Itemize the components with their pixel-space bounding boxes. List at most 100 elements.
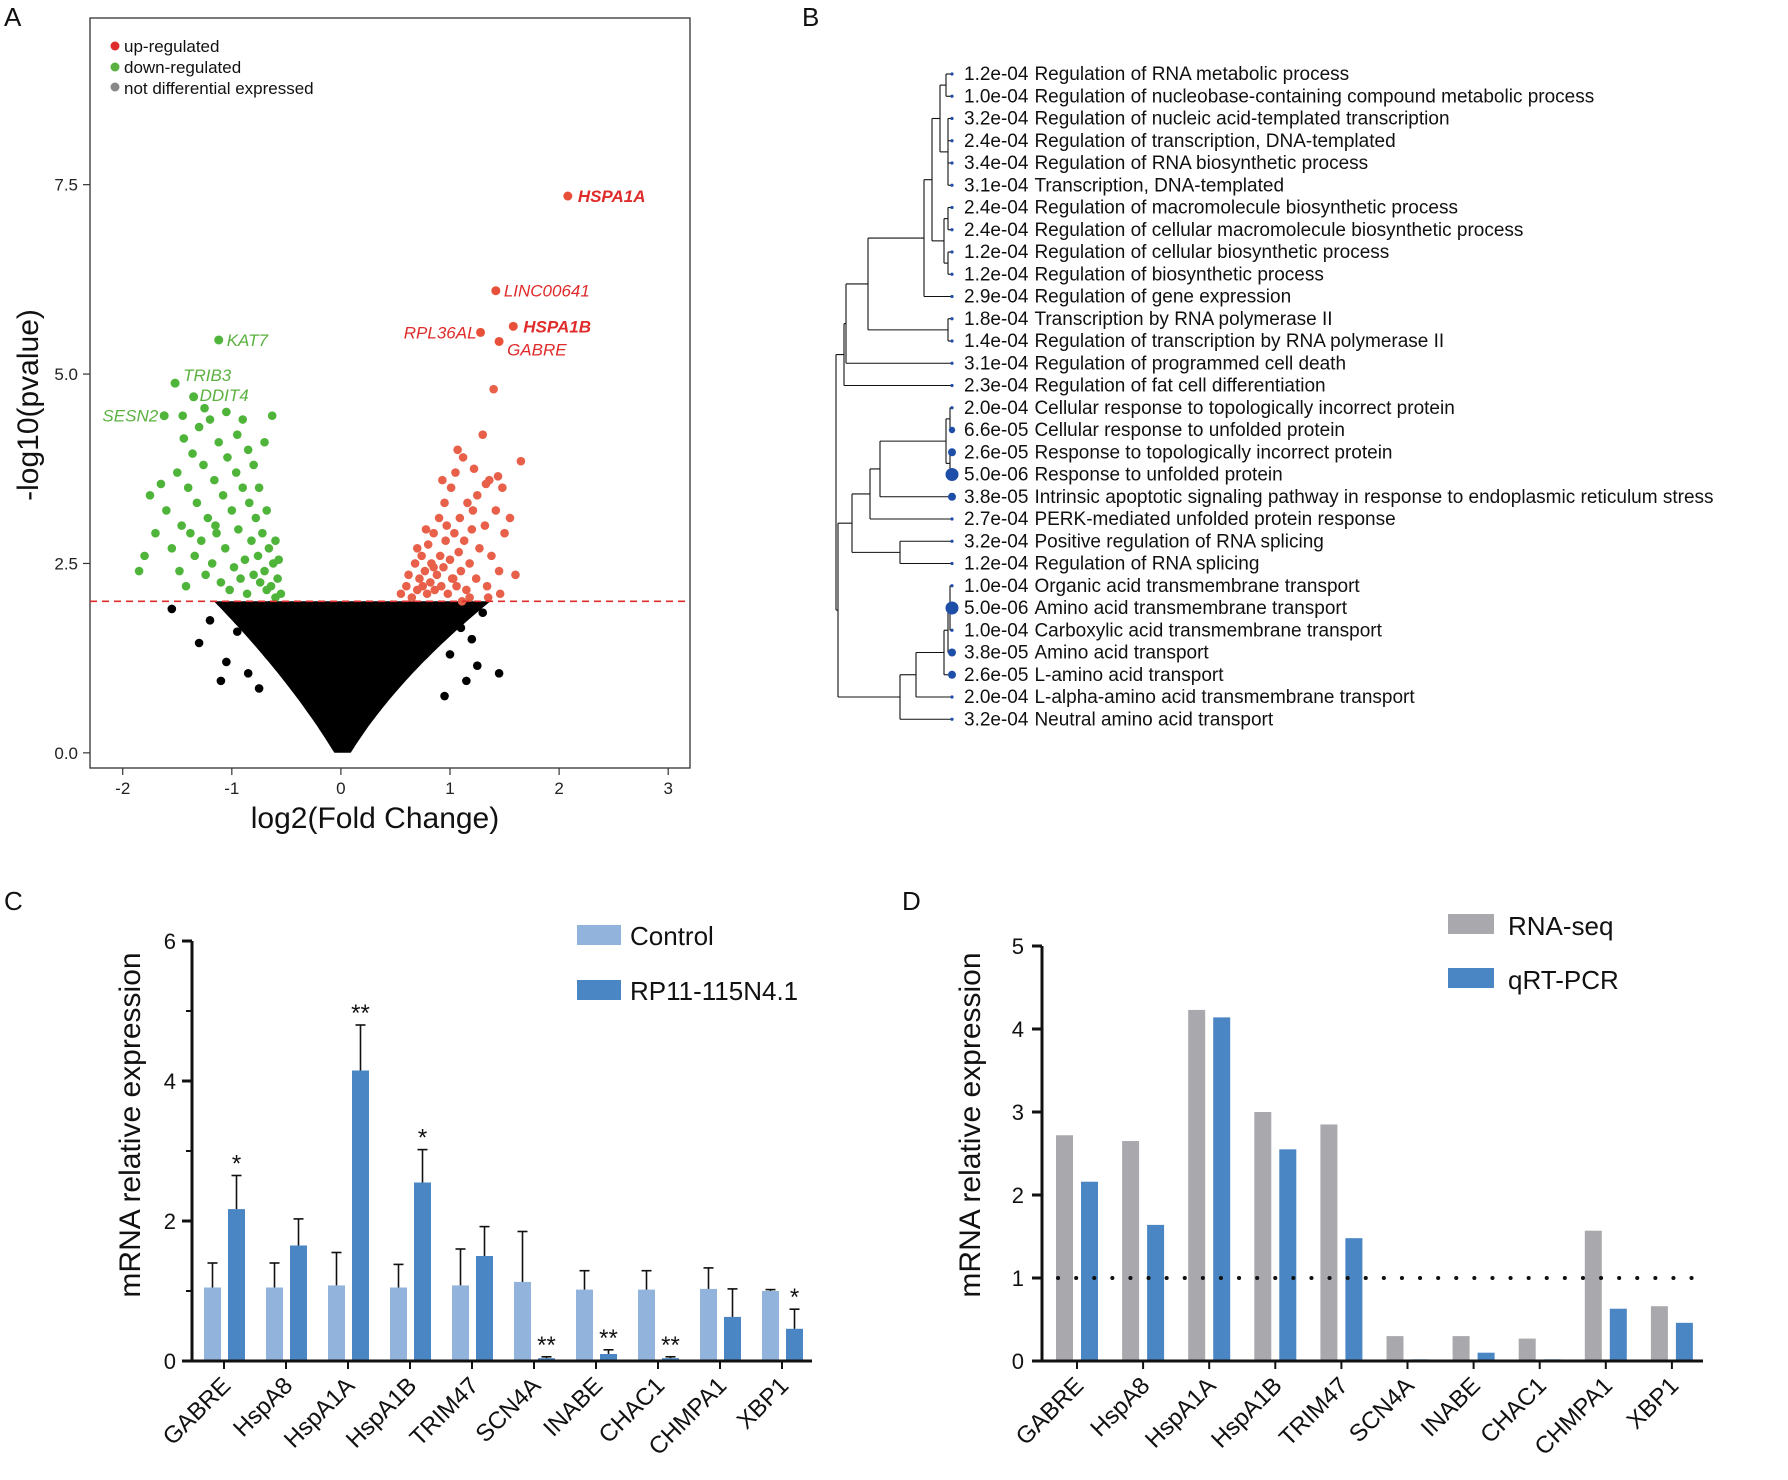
up-regulated-point <box>468 506 478 515</box>
down-regulated-point <box>175 566 184 576</box>
category-label: INABE <box>1416 1372 1486 1442</box>
volcano-axes: -2 -1 0 1 2 3 0.0 2.5 5.0 7.5 <box>54 176 673 798</box>
go-term-dot <box>950 72 954 76</box>
go-term-name: Response to topologically incorrect prot… <box>1034 442 1392 463</box>
up-regulated-point <box>404 570 413 580</box>
down-regulated-point <box>238 415 248 424</box>
legend-up-marker <box>110 41 120 51</box>
labeled-gene-point <box>563 191 573 201</box>
down-regulated-point <box>229 562 239 572</box>
go-term-dot <box>948 648 956 657</box>
go-term-pvalue: 3.1e-04 <box>964 175 1029 196</box>
x-tick-label: 2 <box>554 779 563 798</box>
go-term-name: Transcription, DNA-templated <box>1034 175 1284 196</box>
go-term-row: 1.0e-04 Organic acid transmembrane transp… <box>964 576 1360 597</box>
volcano-y-axis-title: -log10(pvalue) <box>12 309 45 501</box>
comparison-bar <box>1584 1230 1602 1361</box>
go-term-row: 3.2e-04 Neutral amino acid transport <box>964 709 1274 730</box>
up-regulated-point <box>471 574 481 583</box>
down-regulated-point <box>231 468 241 477</box>
go-term-dot <box>950 183 954 187</box>
up-regulated-point <box>439 562 448 572</box>
qpcr-bar <box>352 1070 369 1361</box>
category-label: HspA1A <box>1140 1372 1221 1453</box>
up-regulated-point <box>458 453 468 462</box>
go-term-dot <box>950 717 954 721</box>
go-term-pvalue: 1.0e-04 <box>964 86 1029 107</box>
dendrogram-term-dots <box>945 72 959 721</box>
qpcr-bar <box>452 1285 469 1361</box>
comparison-axes: GABREHspA8HspA1AHspA1BTRIM47SCN4AINABECH… <box>1011 934 1703 1461</box>
down-regulated-point <box>262 585 272 595</box>
labeled-gene-point <box>189 392 199 402</box>
down-regulated-point <box>211 521 220 530</box>
go-term-dot <box>945 468 959 481</box>
go-term-row: 2.4e-04 Regulation of macromolecule biosy… <box>964 198 1458 219</box>
legend-rnaseq: RNA-seq <box>1508 911 1613 941</box>
go-term-name: Regulation of RNA biosynthetic process <box>1034 153 1368 174</box>
go-term-row: 1.4e-04 Regulation of transcription by RN… <box>964 331 1444 352</box>
up-regulated-point <box>418 581 428 591</box>
up-regulated-point <box>421 525 431 534</box>
up-regulated-point <box>491 506 501 515</box>
up-regulated-point <box>511 570 520 580</box>
up-regulated-point <box>396 589 406 599</box>
up-regulated-point <box>452 581 461 591</box>
down-regulated-point <box>201 570 210 580</box>
significance-marker: * <box>232 1151 241 1178</box>
up-regulated-point <box>500 528 509 538</box>
not-differential-point <box>216 676 226 686</box>
up-regulated-point <box>494 566 504 576</box>
go-term-name: Regulation of transcription, DNA-templat… <box>1034 131 1395 152</box>
not-differential-point <box>472 661 482 671</box>
go-term-pvalue: 1.0e-04 <box>964 620 1029 641</box>
not-differential-point <box>194 638 204 648</box>
go-term-pvalue: 2.6e-05 <box>964 442 1028 463</box>
go-term-dot <box>950 406 954 410</box>
down-regulated-point <box>236 574 245 583</box>
qpcr-bar <box>414 1182 431 1361</box>
go-term-pvalue: 5.0e-06 <box>964 598 1028 619</box>
not-differential-point <box>456 623 466 633</box>
up-regulated-point <box>463 498 472 508</box>
go-term-name: Regulation of cellular macromolecule bio… <box>1034 220 1523 241</box>
not-differential-point <box>445 650 455 659</box>
down-regulated-point <box>232 430 242 439</box>
up-regulated-point <box>446 483 456 492</box>
go-term-dot <box>945 601 959 615</box>
go-term-row: 1.0e-04 Carboxylic acid transmembrane tra… <box>964 620 1383 641</box>
up-regulated-point <box>442 521 452 530</box>
not-differential-point <box>232 627 242 636</box>
down-regulated-point <box>243 445 253 455</box>
go-term-row: 6.6e-05 Cellular response to unfolded pro… <box>964 420 1345 441</box>
gene-label: KAT7 <box>227 331 269 350</box>
go-term-row: 1.2e-04 Regulation of RNA metabolic proce… <box>964 64 1349 85</box>
legend-qrtpcr: qRT-PCR <box>1508 965 1619 995</box>
go-term-dot <box>950 161 954 165</box>
go-term-pvalue: 1.2e-04 <box>964 554 1029 575</box>
up-regulated-point <box>412 544 422 553</box>
down-regulated-point <box>151 528 160 538</box>
go-term-dot <box>950 250 954 254</box>
legend-rp11-swatch <box>577 980 621 1000</box>
go-term-dot <box>950 94 954 98</box>
qpcr-bar <box>700 1288 717 1361</box>
go-term-name: Regulation of nucleic acid-templated tra… <box>1034 109 1449 130</box>
up-regulated-point <box>465 559 474 568</box>
legend-down-marker <box>110 62 120 72</box>
y-tick-label: 2 <box>1012 1183 1024 1208</box>
not-differential-cloud <box>213 601 491 753</box>
go-term-name: Regulation of biosynthetic process <box>1034 264 1323 285</box>
comparison-bar <box>1213 1017 1231 1361</box>
up-regulated-point <box>445 555 455 564</box>
go-term-pvalue: 1.2e-04 <box>964 264 1029 285</box>
not-differential-point <box>243 669 253 678</box>
labeled-gene-point <box>170 378 180 388</box>
go-term-row: 1.2e-04 Regulation of cellular biosynthet… <box>964 242 1389 263</box>
go-term-row: 3.1e-04 Transcription, DNA-templated <box>964 175 1284 196</box>
go-term-name: Intrinsic apoptotic signaling pathway in… <box>1034 487 1713 508</box>
go-term-pvalue: 2.4e-04 <box>964 198 1029 219</box>
go-term-row: 2.7e-04 PERK-mediated unfolded protein re… <box>964 509 1396 530</box>
not-differential-point <box>222 657 231 667</box>
rnaseq-vs-qpcr-chart: GABREHspA8HspA1AHspA1BTRIM47SCN4AINABECH… <box>954 911 1703 1461</box>
